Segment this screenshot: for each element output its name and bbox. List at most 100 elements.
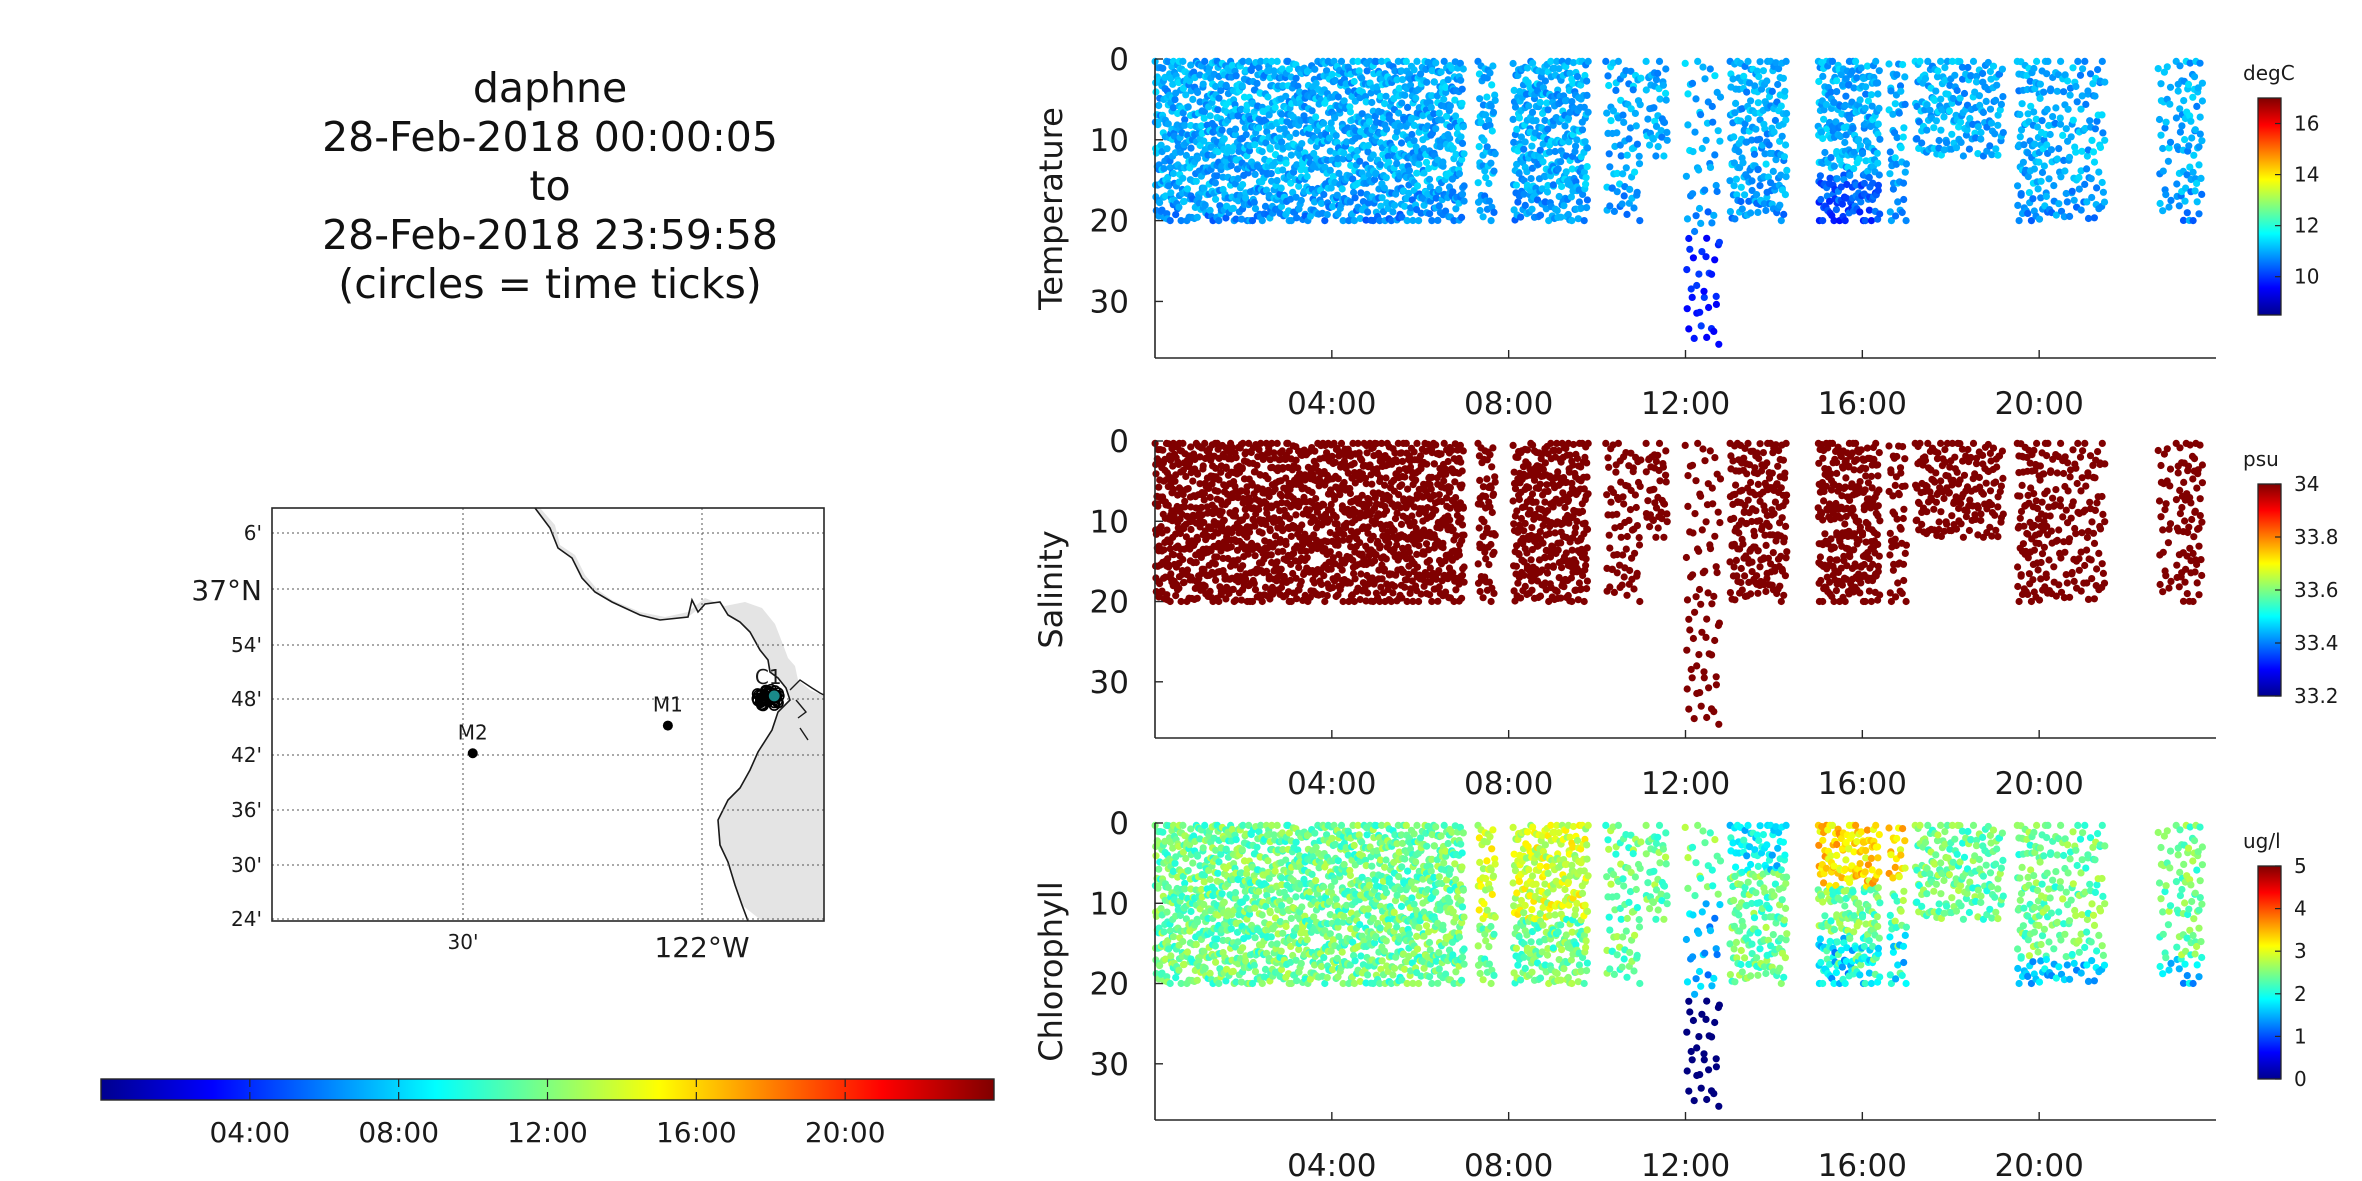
temperature-point	[2191, 187, 2199, 195]
salinity-point	[1512, 562, 1520, 570]
temperature-point	[1999, 93, 2007, 101]
temperature-point	[1684, 121, 1692, 129]
temperature-point	[2181, 197, 2189, 205]
temperature-point	[1935, 136, 1943, 145]
temperature-point	[1368, 98, 1376, 107]
temperature-point	[1165, 182, 1173, 190]
temperature-point	[1340, 97, 1348, 105]
temperature-point	[1181, 121, 1189, 129]
temperature-point	[1320, 190, 1328, 199]
temperature-point	[1520, 145, 1528, 153]
temperature-point	[1292, 193, 1300, 201]
temperature-point	[2096, 143, 2105, 152]
temperature-point	[1525, 102, 1533, 110]
salinity-point	[1382, 555, 1390, 563]
salinity-point	[1229, 585, 1237, 594]
salinity-point	[1491, 531, 1499, 539]
temperature-point	[1487, 159, 1495, 167]
temperature-point	[1171, 96, 1179, 104]
temperature-point	[1857, 64, 1865, 72]
temperature-point	[2157, 131, 2165, 139]
temperature-point	[1159, 64, 1167, 72]
temperature-point	[1517, 213, 1525, 221]
temperature-point	[1293, 161, 1301, 169]
temperature-point	[1941, 64, 1949, 72]
temperature-point	[1607, 117, 1615, 125]
salinity-point	[1459, 504, 1467, 512]
temperature-point	[1932, 87, 1940, 95]
salinity-point	[1425, 556, 1434, 565]
temperature-point	[1560, 202, 1568, 210]
temperature-point	[1476, 95, 1484, 103]
temperature-point	[1491, 96, 1499, 104]
salinity-point	[1440, 477, 1448, 485]
temperature-point	[2154, 65, 2162, 73]
salinity-point	[1442, 465, 1450, 473]
salinity-point	[1430, 460, 1438, 468]
temperature-point	[2157, 80, 2165, 88]
map-lat-label: 6'	[244, 521, 262, 545]
temperature-point	[1164, 120, 1172, 128]
salinity-point	[1159, 446, 1167, 454]
salinity-point	[1152, 470, 1160, 478]
temperature-point	[1458, 139, 1467, 147]
temperature-point	[1872, 57, 1880, 65]
salinity-point	[1179, 555, 1187, 564]
temperature-point	[2014, 182, 2022, 190]
temperature-point	[1179, 84, 1187, 92]
salinity-point	[1183, 566, 1192, 574]
station-m2-marker	[467, 748, 478, 759]
temperature-point	[2187, 117, 2195, 125]
temperature-point	[1819, 72, 1827, 80]
temperature-point	[1337, 57, 1346, 65]
temperature-y-tick-label: 10	[1090, 123, 1129, 159]
salinity-point	[1251, 522, 1259, 530]
temperature-point	[1278, 117, 1286, 125]
temperature-point	[1321, 217, 1329, 225]
temperature-point	[1816, 172, 1824, 180]
temperature-point	[1413, 57, 1421, 65]
temperature-point	[1350, 77, 1358, 86]
salinity-point	[1267, 551, 1275, 559]
temperature-point	[2087, 175, 2095, 183]
temperature-point	[1891, 154, 1899, 162]
temperature-point	[2101, 136, 2109, 144]
temperature-point	[1320, 119, 1328, 127]
salinity-point	[1391, 582, 1399, 590]
temperature-point	[1167, 74, 1175, 83]
temperature-point	[1326, 166, 1334, 174]
temperature-point	[1819, 217, 1827, 225]
temperature-point	[2033, 57, 2041, 65]
salinity-point	[1427, 485, 1435, 493]
temperature-x-tick-label: 20:00	[1994, 386, 2083, 422]
temperature-point	[1329, 203, 1337, 211]
temperature-point	[2166, 100, 2174, 108]
temperature-point	[1258, 217, 1266, 225]
temperature-point	[1156, 199, 1164, 207]
salinity-points	[1151, 439, 2206, 728]
temperature-point	[1174, 142, 1182, 151]
temperature-point	[1251, 141, 1259, 149]
temperature-point	[2189, 217, 2197, 225]
temperature-point	[1957, 138, 1965, 146]
temperature-point	[1895, 109, 1903, 117]
temperature-point	[2198, 79, 2206, 87]
temperature-point	[1937, 126, 1945, 134]
temperature-point	[1921, 75, 1930, 83]
temperature-point	[2077, 206, 2085, 214]
temperature-point	[1923, 126, 1931, 134]
temperature-point	[1299, 160, 1307, 168]
map-grid	[272, 508, 824, 921]
temperature-point	[1998, 65, 2006, 73]
temperature-point	[1266, 145, 1274, 153]
salinity-point	[1382, 474, 1390, 482]
temperature-point	[1602, 57, 1610, 65]
temperature-point	[1699, 63, 1707, 71]
temperature-point	[1515, 114, 1523, 122]
temperature-point	[2053, 87, 2061, 95]
temperature-point	[1435, 202, 1443, 210]
temperature-point	[2183, 209, 2191, 217]
temperature-point	[1689, 148, 1697, 156]
temperature-point	[1237, 215, 1246, 223]
